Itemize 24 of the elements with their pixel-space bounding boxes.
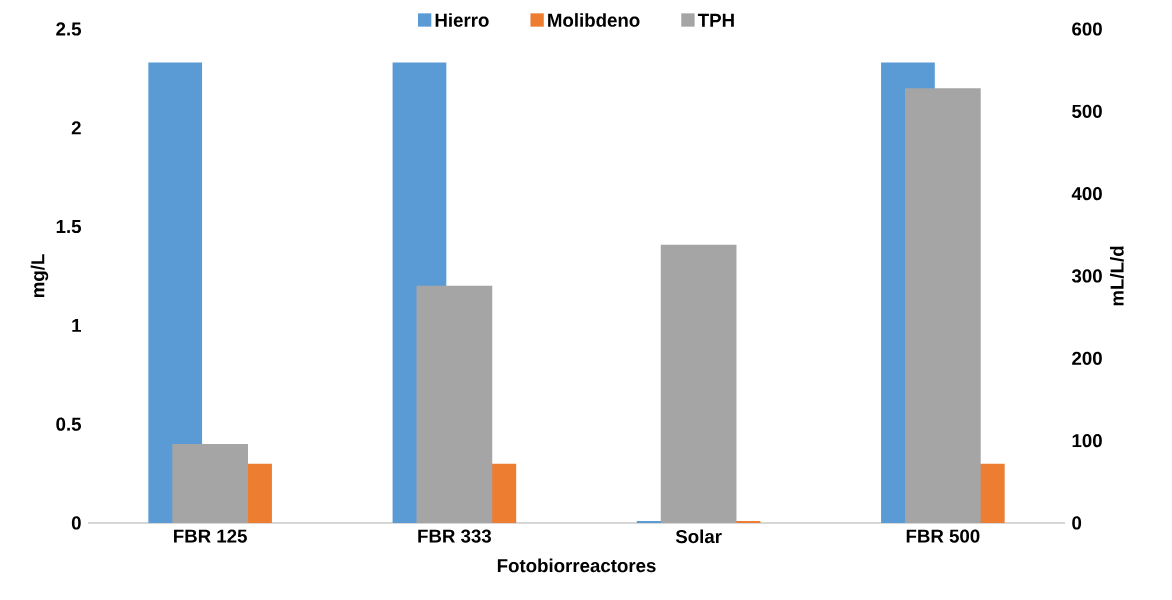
x-axis-title: Fotobiorreactores: [497, 558, 656, 573]
y-tick-label: 2.5: [56, 22, 82, 36]
y2-tick-label: 100: [1072, 434, 1102, 448]
y2-tick-label: 200: [1072, 351, 1102, 365]
y-tick-label: 0: [71, 516, 81, 530]
x-tick-label: FBR 333: [418, 529, 492, 543]
y2-tick-label: 300: [1071, 269, 1102, 283]
bar: [660, 244, 737, 523]
x-tick-label: FBR 125: [174, 529, 247, 543]
y-tick-label: 0.5: [56, 417, 82, 431]
y2-tick-label: 400: [1071, 187, 1102, 201]
legend-label: Molibdeno: [548, 13, 640, 27]
y2-tick-label: 0: [1072, 516, 1082, 530]
legend-label: TPH: [697, 13, 734, 27]
y-tick-label: 1.5: [56, 220, 82, 234]
legend-label: Hierro: [435, 13, 489, 27]
y-axis-title: mg/L: [30, 254, 49, 298]
x-tick-label: FBR 500: [906, 529, 980, 543]
y2-tick-label: 500: [1072, 104, 1102, 118]
x-tick-label: Solar: [675, 529, 722, 544]
y2-axis-title: mL/L/d: [1110, 246, 1124, 306]
y-tick-label: 1: [72, 318, 82, 332]
y2-tick-label: 600: [1072, 22, 1102, 36]
y-tick-label: 2: [71, 121, 81, 135]
